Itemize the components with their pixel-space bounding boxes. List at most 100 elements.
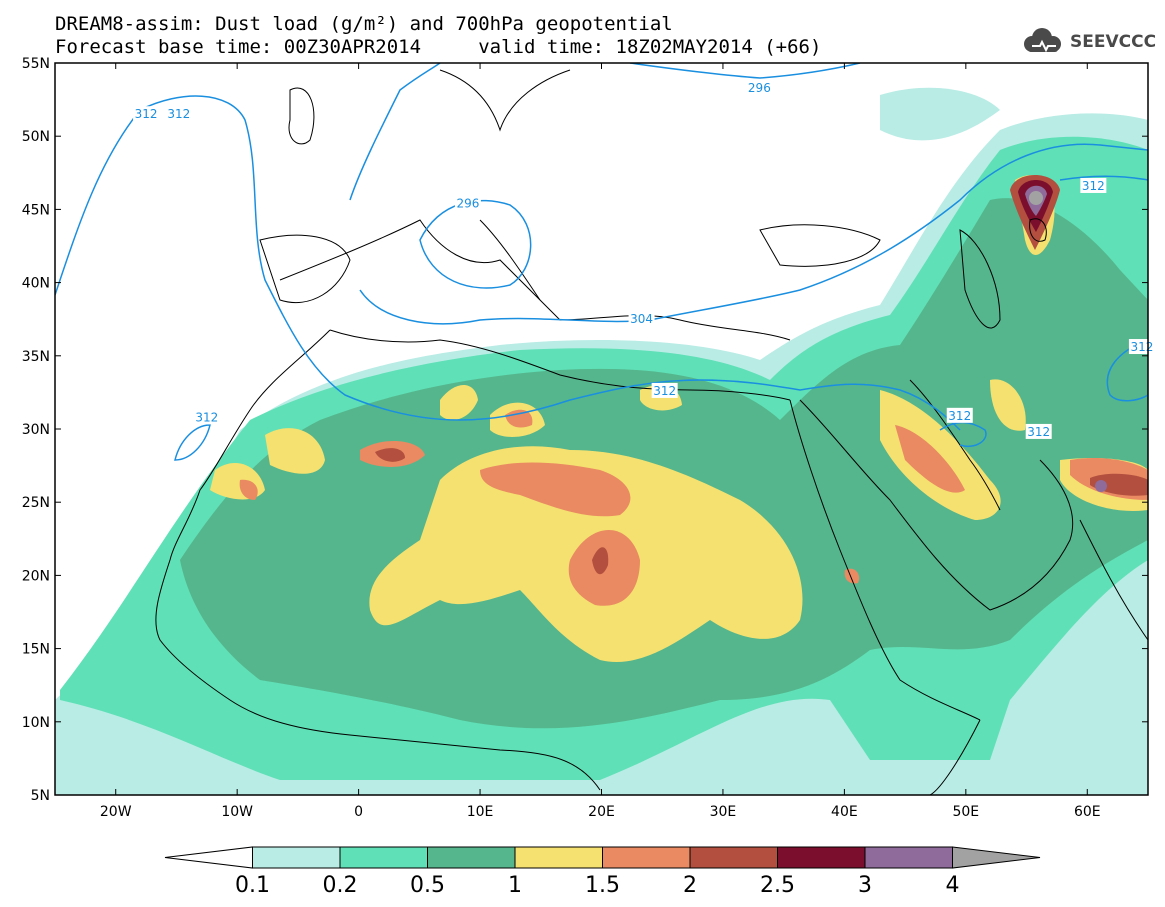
colorbar-label: 3 xyxy=(858,873,872,898)
lat-tick-label: 25N xyxy=(22,495,50,511)
coastlines xyxy=(155,69,1148,795)
contour-label: 312 xyxy=(1027,425,1050,439)
dust-band-1-5-iraq xyxy=(895,425,965,493)
dust-band-1-5-sudan xyxy=(844,568,860,584)
dust-band-1-5-sahara xyxy=(480,462,631,517)
lon-tick-label: 10E xyxy=(467,804,494,820)
coastline-italy xyxy=(479,219,541,301)
contour-312-gulf xyxy=(939,421,987,447)
contour-label-bg xyxy=(746,79,773,95)
coastline-aral xyxy=(1029,218,1047,242)
colorbar-label: 0.2 xyxy=(323,873,358,898)
coastline-uk xyxy=(288,87,315,145)
lon-tick-label: 60E xyxy=(1074,804,1101,820)
coastline-somalia xyxy=(929,719,981,795)
lon-tick-label: 50E xyxy=(952,804,979,820)
colorbar-label: 1 xyxy=(508,873,522,898)
dust-band-1-iran xyxy=(990,379,1026,431)
cloud-icon xyxy=(1024,28,1061,53)
contour-label: 304 xyxy=(630,312,653,326)
colorbar-label: 0.5 xyxy=(410,873,445,898)
colorbar-over-triangle xyxy=(952,846,1041,869)
geopotential-contours xyxy=(55,63,1148,461)
coastline-black-sea xyxy=(759,224,881,267)
dust-band-1-5-mauri xyxy=(239,479,258,500)
colorbar-label: 4 xyxy=(946,873,960,898)
contour-label-bg xyxy=(1080,177,1107,193)
colorbar-segment xyxy=(252,846,341,869)
colorbar-segment xyxy=(339,846,428,869)
contour-312-afghan xyxy=(1106,339,1148,402)
contour-label-bg xyxy=(193,409,220,425)
contour-304-europe xyxy=(359,143,1148,325)
colorbar-label: 1.5 xyxy=(585,873,620,898)
dust-band-1-n xyxy=(440,385,478,420)
contour-label-bg xyxy=(133,106,160,122)
coastline-europe-south xyxy=(279,219,791,341)
contour-label-bg xyxy=(946,407,973,423)
colorbar-label: 2.5 xyxy=(760,873,795,898)
lat-tick-label: 50N xyxy=(22,129,50,145)
dust-band-0-1-ne xyxy=(880,87,1000,141)
lon-tick-label: 10W xyxy=(221,804,253,820)
coastline-india xyxy=(1079,519,1148,641)
coastline-red-sea xyxy=(789,399,981,721)
seevccc-logo: SEEVCCC xyxy=(1018,24,1158,60)
dust-field xyxy=(55,87,1148,795)
contour-312-west xyxy=(55,95,961,431)
colorbar: 0.1 0.2 0.5 1 1.5 2 2.5 3 4 xyxy=(164,846,1041,898)
contour-296-north xyxy=(629,63,861,79)
colorbar-segment xyxy=(427,846,516,869)
contour-312-east xyxy=(1059,175,1148,181)
contour-north xyxy=(349,63,441,201)
lat-tick-label: 10N xyxy=(22,715,50,731)
lon-tick-label: 0 xyxy=(354,804,363,820)
dust-hotspot-aral-core xyxy=(1029,191,1043,205)
contour-label-bg xyxy=(651,382,678,398)
contour-label-bg xyxy=(1025,423,1052,439)
contour-label: 312 xyxy=(135,107,158,121)
colorbar-segment xyxy=(864,846,953,869)
lat-tick-label: 45N xyxy=(22,202,50,218)
dust-band-2-alg xyxy=(375,448,405,462)
coastline-arabia xyxy=(799,399,1074,611)
coastline-iberia xyxy=(259,234,351,304)
colorbar-segment xyxy=(602,846,691,869)
contour-label: 312 xyxy=(1082,179,1105,193)
lon-tick-label: 30E xyxy=(710,804,737,820)
lat-tick-label: 20N xyxy=(22,568,50,584)
contour-label: 296 xyxy=(456,197,479,211)
contour-label: 312 xyxy=(653,384,676,398)
contour-label-bg xyxy=(628,311,655,327)
logo-text: SEEVCCC xyxy=(1070,32,1157,52)
colorbar-segment xyxy=(777,846,866,869)
contour-312-canary xyxy=(174,424,211,461)
contour-label: 312 xyxy=(167,107,190,121)
contour-labels: 312 312 296 296 312 312 312 312 312 312 304 xyxy=(133,79,1155,439)
contour-label: 312 xyxy=(195,410,218,424)
map-title: DREAM8-assim: Dust load (g/m²) and 700hP… xyxy=(55,13,673,35)
lat-tick-label: 35N xyxy=(22,349,50,365)
dust-band-1-w xyxy=(265,428,325,474)
colorbar-label: 0.1 xyxy=(235,873,270,898)
dust-band-1-5-lib xyxy=(505,409,533,428)
map-axes: 20W 10W 0 10E 20E 30E 40E 50E 60E 55N 50N 45N 40N 35N… xyxy=(22,56,1148,820)
colorbar-segment xyxy=(689,846,778,869)
lat-tick-label: 5N xyxy=(31,788,50,804)
lon-tick-label: 40E xyxy=(831,804,858,820)
forecast-time-line: Forecast base time: 00Z30APR2014 valid t… xyxy=(55,36,822,58)
dust-band-2-chad xyxy=(592,547,609,575)
lon-tick-label: 20E xyxy=(588,804,615,820)
contour-label: 296 xyxy=(748,81,771,95)
contour-296-italy xyxy=(419,199,532,289)
lat-tick-label: 40N xyxy=(22,276,50,292)
contour-label: 312 xyxy=(948,409,971,423)
coastline-africa-west xyxy=(155,329,601,791)
colorbar-under-triangle xyxy=(164,846,253,869)
colorbar-label: 2 xyxy=(683,873,697,898)
lat-tick-label: 15N xyxy=(22,642,50,658)
coastline-gulf xyxy=(909,379,1001,511)
lat-tick-label: 30N xyxy=(22,422,50,438)
contour-label: 312 xyxy=(1130,340,1153,354)
colorbar-segment xyxy=(514,846,603,869)
